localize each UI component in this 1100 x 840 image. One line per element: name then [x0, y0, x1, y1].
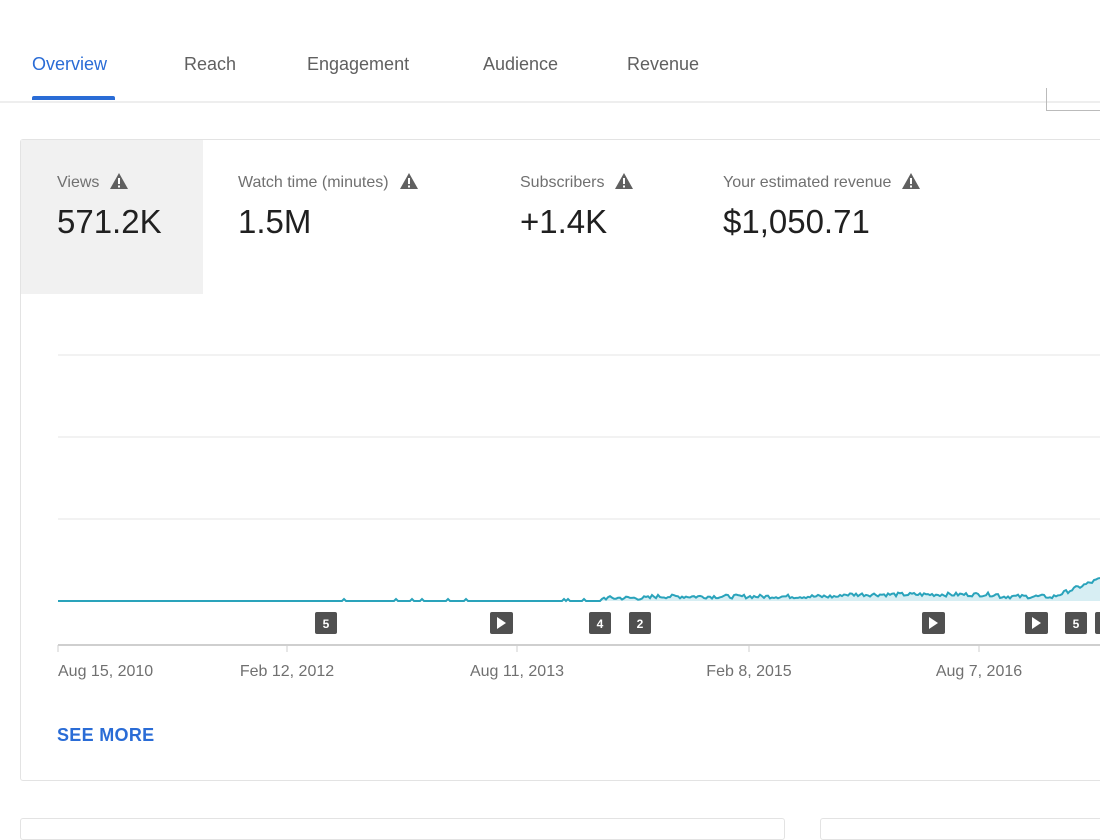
- tab[interactable]: Revenue: [627, 54, 700, 74]
- x-tick-label: Aug 15, 2010: [58, 663, 153, 680]
- marker-partial[interactable]: [1095, 612, 1100, 634]
- x-tick-label: Aug 11, 2013: [470, 663, 564, 680]
- metric-label: Watch time (minutes): [238, 172, 419, 192]
- tab[interactable]: Audience: [483, 54, 559, 74]
- metric-label: Your estimated revenue: [723, 172, 921, 192]
- metric-label-text: Subscribers: [520, 174, 605, 191]
- divider: [0, 101, 1100, 103]
- x-tick-label: Aug 7, 2016: [936, 663, 1022, 680]
- tab[interactable]: Overview: [32, 54, 108, 74]
- metric-label-text: Your estimated revenue: [723, 174, 892, 191]
- play-marker[interactable]: [1025, 612, 1048, 634]
- metric-tile-selected[interactable]: [21, 140, 203, 294]
- marker[interactable]: [589, 612, 611, 634]
- marker[interactable]: [629, 612, 651, 634]
- see-more-link[interactable]: SEE MORE: [57, 725, 155, 745]
- marker[interactable]: [1065, 612, 1087, 634]
- marker-label[interactable]: 2: [637, 617, 644, 631]
- x-tick-label: Feb 8, 2015: [706, 663, 792, 680]
- play-marker[interactable]: [922, 612, 945, 634]
- overview-card: [20, 139, 1100, 781]
- marker[interactable]: [315, 612, 337, 634]
- metric-value: $1,050.71: [723, 203, 870, 240]
- warning-icon: [615, 173, 634, 189]
- metric-value: 1.5M: [238, 203, 312, 240]
- chart-line: [58, 577, 1100, 603]
- metric-label: Subscribers: [520, 172, 634, 192]
- metric-value: +1.4K: [520, 203, 608, 240]
- marker-label[interactable]: 5: [1073, 617, 1080, 631]
- tab-indicator: [32, 96, 115, 100]
- select-box[interactable]: [1046, 88, 1100, 111]
- warning-icon: [902, 173, 921, 189]
- tab[interactable]: Engagement: [307, 54, 410, 74]
- marker-label[interactable]: 5: [323, 617, 330, 631]
- tab[interactable]: Reach: [184, 54, 237, 74]
- marker-label[interactable]: 4: [597, 617, 604, 631]
- x-tick-label: Feb 12, 2012: [240, 663, 334, 680]
- warning-icon: [399, 173, 418, 189]
- play-marker[interactable]: [490, 612, 513, 634]
- warning-icon: [110, 173, 129, 189]
- metric-label-text: Watch time (minutes): [238, 174, 389, 191]
- metric-label: Views: [57, 172, 129, 192]
- chart-area: [58, 578, 1100, 601]
- card: [820, 818, 1100, 840]
- metric-value: 571.2K: [57, 203, 162, 240]
- card: [20, 818, 785, 840]
- metric-label-text: Views: [57, 174, 100, 191]
